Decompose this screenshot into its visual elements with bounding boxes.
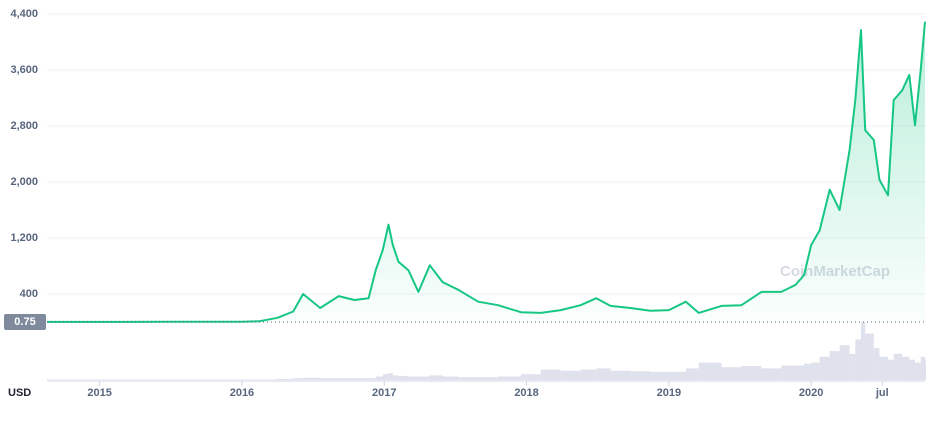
volume-bar (920, 356, 925, 380)
volume-bar (721, 367, 742, 380)
volume-bar (241, 379, 260, 380)
volume-bar (741, 366, 762, 380)
volume-bar (442, 376, 459, 380)
volume-bar (392, 375, 399, 380)
volume-bar (925, 359, 926, 380)
price-line (47, 21, 926, 323)
volume-bar (761, 368, 782, 380)
y-tick-label: 4,400 (10, 8, 38, 20)
volume-bar (303, 377, 321, 380)
volume-bar (630, 371, 651, 380)
volume-bar (498, 376, 521, 380)
y-tick-label: 2,000 (10, 176, 38, 188)
area-fill (47, 21, 925, 322)
volume-bar (685, 368, 699, 380)
volume-bar (888, 359, 894, 380)
volume-bar (458, 377, 479, 380)
volume-bar (781, 365, 796, 380)
x-tick-label: 2016 (230, 387, 254, 399)
volume-bar (819, 356, 830, 380)
x-tick-label: 2018 (514, 387, 538, 399)
volume-bar (520, 374, 541, 380)
volume-bar (650, 371, 669, 380)
volume-bar (902, 356, 910, 380)
volume-bar (855, 339, 861, 380)
volume-bar (596, 368, 611, 380)
volume-bar (580, 369, 597, 380)
volume-bar (368, 378, 376, 380)
volume-bar (893, 353, 903, 380)
y-tick-label: 400 (20, 288, 38, 300)
currency-label: USD (8, 387, 31, 399)
current-price-label: 0.75 (14, 316, 35, 328)
volume-bar (698, 362, 722, 380)
volume-bar (259, 379, 278, 380)
volume-bar (429, 375, 443, 380)
volume-bar (293, 378, 304, 380)
volume-bar (170, 379, 242, 380)
volume-bar (388, 373, 393, 380)
volume-bar (915, 362, 921, 380)
volume-bar (811, 362, 820, 380)
volume-bar (668, 371, 686, 380)
volume-bar (320, 378, 339, 380)
volume-bar (382, 374, 389, 380)
volume-bar (375, 376, 383, 380)
current-price-box (4, 313, 46, 330)
volume-bar (540, 369, 561, 380)
y-tick-label: 1,200 (10, 232, 38, 244)
volume-bar (879, 356, 889, 380)
x-tick-label: 2019 (657, 387, 681, 399)
x-tick-label: 2020 (799, 387, 823, 399)
volume-bar (354, 378, 369, 380)
x-tick-label: 2015 (87, 387, 111, 399)
volume-bar (418, 376, 430, 380)
y-tick-label: 3,600 (10, 64, 38, 76)
volume-bar (860, 322, 866, 380)
x-tick-label: 2017 (372, 387, 396, 399)
volume-bar (795, 365, 805, 380)
volume-bar (560, 370, 581, 380)
volume-bar (408, 376, 419, 380)
volume-bar (849, 353, 856, 380)
volume-bar (610, 370, 631, 380)
volume-bar (839, 345, 850, 380)
y-tick-label: 2,800 (10, 120, 38, 132)
volume-bar (478, 377, 499, 380)
volume-bar (909, 359, 916, 380)
volume-bar (804, 363, 812, 380)
volume-bar (873, 348, 880, 380)
volume-bar (277, 378, 294, 380)
volume-bar (398, 375, 409, 380)
x-tick-label: jul (875, 387, 889, 399)
volume-bar (829, 351, 840, 380)
volume-bar (338, 378, 355, 380)
volume-bar (47, 379, 100, 380)
volume-bar (865, 333, 874, 380)
volume-bar (99, 379, 171, 380)
